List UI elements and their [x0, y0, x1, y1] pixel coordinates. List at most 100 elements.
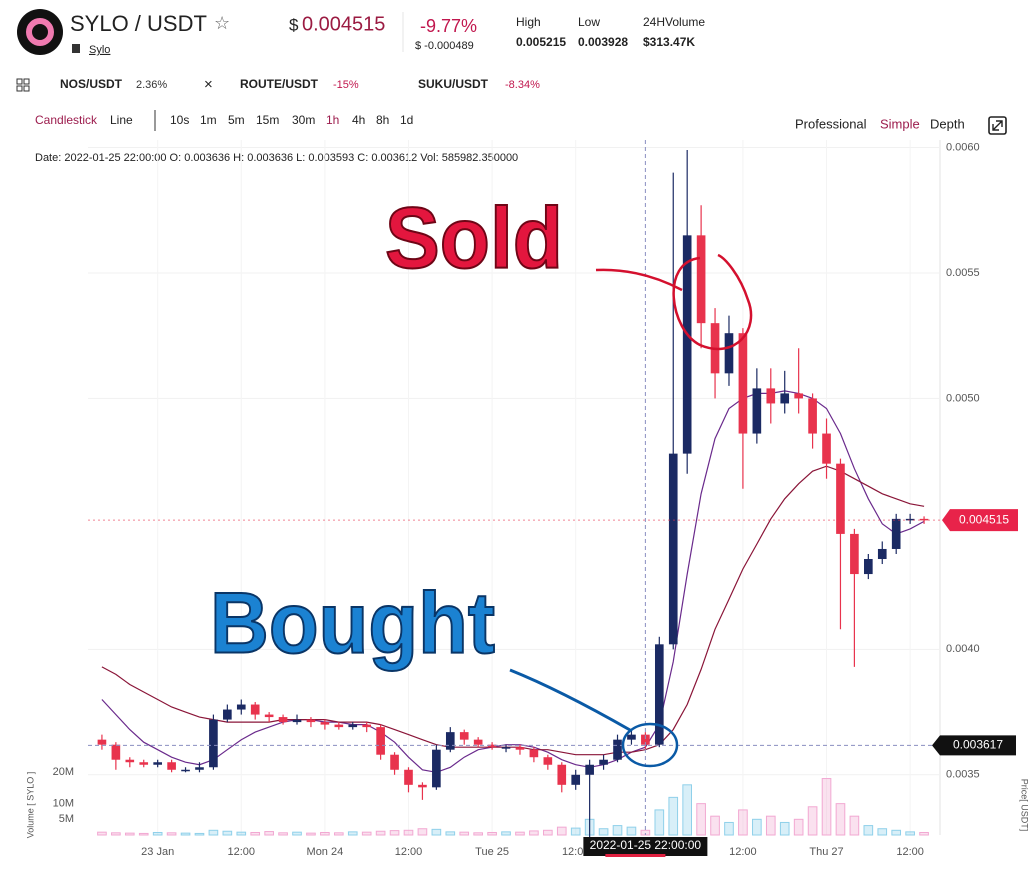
ticker-change: 2.36% [136, 79, 167, 91]
candle-body [905, 518, 915, 521]
interval[interactable]: 10s [170, 113, 189, 127]
crosshair-price-label: 0.003617 [953, 738, 1003, 752]
volume-bar [863, 825, 874, 836]
volume-bar [612, 825, 623, 836]
candle-body [292, 719, 302, 723]
candle-body [167, 762, 176, 770]
volume-bar [654, 809, 665, 836]
last-price-label: 0.004515 [959, 512, 1009, 526]
volume-bar [111, 832, 121, 836]
volume-bar [821, 778, 832, 836]
stat-value: $313.47K [643, 35, 695, 49]
logo-ring [26, 18, 54, 46]
candle-body [641, 734, 650, 745]
volume-bar [487, 831, 497, 836]
volume-bar [515, 831, 525, 836]
volume-bar [264, 831, 274, 836]
moving-average [101, 390, 925, 773]
crosshair-price-tag [932, 735, 1016, 756]
interval[interactable]: 4h [352, 113, 365, 127]
candle-body [250, 704, 260, 715]
stat-label: 24HVolume [643, 15, 705, 29]
volume-bar [334, 832, 344, 836]
interval[interactable]: 8h [376, 113, 389, 127]
candle-body [627, 734, 636, 740]
chart-type[interactable]: Candlestick [35, 113, 98, 127]
crosshair-time-underline [605, 854, 666, 857]
volume-bar [361, 831, 372, 836]
volume-bar [403, 829, 414, 836]
interval[interactable]: 15m [256, 113, 279, 127]
volume-bar [152, 831, 163, 836]
volume-bar [501, 831, 511, 836]
candle-body [752, 388, 762, 434]
x-tick-label: Thu 27 [809, 846, 843, 858]
candle-body [404, 769, 413, 785]
view-tab[interactable]: Depth [930, 116, 965, 131]
close-icon[interactable]: × [204, 76, 213, 93]
ticker-pair[interactable]: NOS/USDT [60, 77, 123, 91]
chart-type[interactable]: Line [110, 113, 133, 127]
volume-bar [849, 815, 860, 836]
expand-icon[interactable] [988, 116, 1007, 135]
x-tick-label: 12:00 [228, 846, 256, 858]
interval[interactable]: 1d [400, 113, 413, 127]
project-link[interactable]: Sylo [89, 44, 110, 56]
candle-body [724, 333, 734, 374]
x-tick-label: Tue 25 [475, 846, 509, 858]
candle-body [223, 709, 232, 720]
y-tick-label: 0.0040 [946, 643, 980, 655]
volume-tick-label: 10M [53, 798, 74, 810]
volume-bar [529, 830, 539, 836]
stat-value: 0.005215 [516, 35, 566, 49]
volume-bar [710, 815, 720, 836]
volume-bar [97, 831, 107, 836]
volume-bar [765, 815, 776, 836]
candle-body [264, 714, 274, 718]
price-axis-label: Price[ USDT] [1020, 779, 1030, 832]
ticker-pair[interactable]: SUKU/USDT [418, 77, 489, 91]
bought-arrow [509, 668, 631, 732]
candle-body [473, 739, 483, 745]
candle-body [599, 759, 608, 765]
volume-bar [919, 831, 929, 836]
candle-body [654, 644, 664, 745]
candle-body [306, 719, 316, 723]
volume-bar [905, 831, 915, 836]
volume-bar [626, 826, 637, 836]
grid-icon[interactable] [16, 78, 30, 92]
bought-circle [621, 722, 679, 768]
candle-body [362, 724, 372, 728]
favorite-star[interactable]: ☆ [214, 13, 230, 33]
volume-bar [473, 832, 483, 836]
view-tab[interactable]: Professional [795, 116, 867, 131]
candle-body [822, 433, 831, 464]
candle-body [459, 732, 469, 740]
candle-body [864, 559, 873, 575]
bought-label: Bought [210, 576, 495, 672]
interval[interactable]: 30m [292, 113, 315, 127]
candle-body [696, 235, 706, 324]
volume-bar [724, 821, 734, 836]
volume-bar [347, 831, 358, 836]
candle-body [501, 747, 511, 749]
volume-bar [375, 830, 386, 836]
candle-body [181, 769, 190, 772]
candle-body [195, 767, 204, 770]
candle-body [877, 548, 887, 560]
candle-body [320, 722, 330, 725]
volume-bar [835, 803, 846, 836]
x-tick-label: Mon 24 [307, 846, 344, 858]
volume-bar [793, 818, 804, 836]
interval[interactable]: 1h [326, 113, 339, 127]
ticker-pair[interactable]: ROUTE/USDT [240, 77, 319, 91]
view-tab[interactable]: Simple [880, 116, 920, 131]
candle-body [738, 333, 748, 434]
interval[interactable]: 1m [200, 113, 217, 127]
interval[interactable]: 5m [228, 113, 245, 127]
volume-bar [877, 828, 888, 836]
volume-tick-label: 5M [59, 813, 74, 825]
volume-bar [891, 829, 902, 836]
volume-bar [668, 796, 679, 836]
